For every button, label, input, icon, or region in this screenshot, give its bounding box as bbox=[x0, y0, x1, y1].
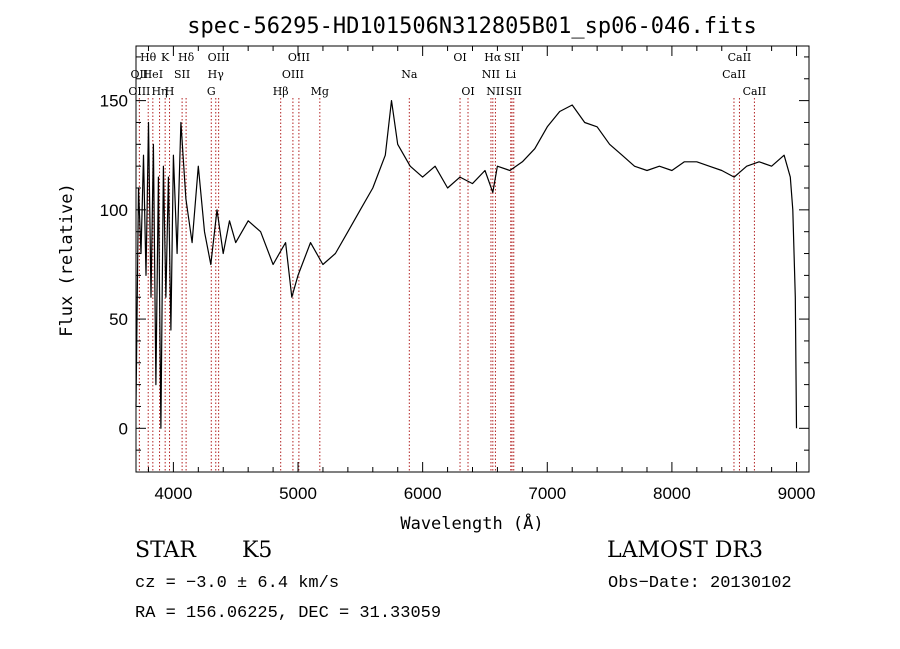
y-tick-label: 150 bbox=[100, 92, 128, 111]
line-label: K bbox=[161, 51, 170, 64]
x-tick-label: 5000 bbox=[279, 484, 317, 503]
line-label: NII bbox=[486, 85, 504, 98]
chart-title: spec-56295-HD101506N312805B01_sp06-046.f… bbox=[187, 14, 757, 39]
line-label: OI bbox=[453, 51, 466, 64]
line-label: CaII bbox=[728, 51, 752, 64]
y-tick-label: 0 bbox=[119, 419, 128, 438]
line-label: Hγ bbox=[208, 68, 225, 81]
line-label: OIII bbox=[208, 51, 230, 64]
line-label: Na bbox=[401, 68, 418, 81]
coordinates-readout: RA = 156.06225, DEC = 31.33059 bbox=[135, 604, 442, 623]
line-label: HeI bbox=[143, 68, 163, 81]
line-label: OIII bbox=[288, 51, 310, 64]
line-label: Hα bbox=[484, 51, 502, 64]
line-label: Hθ bbox=[140, 51, 157, 64]
survey-label: LAMOST DR3 bbox=[607, 538, 763, 563]
line-label: OIII bbox=[282, 68, 304, 81]
line-label: SII bbox=[504, 51, 520, 64]
x-tick-label: 7000 bbox=[528, 484, 566, 503]
x-axis-label: Wavelength (Å) bbox=[400, 512, 543, 534]
line-label: NII bbox=[482, 68, 500, 81]
line-label: OIII bbox=[128, 85, 150, 98]
line-label: OI bbox=[461, 85, 474, 98]
line-label: Hβ bbox=[273, 85, 289, 98]
line-label: SII bbox=[506, 85, 522, 98]
line-label: OII bbox=[131, 68, 149, 81]
line-label: Hδ bbox=[178, 51, 195, 64]
line-label: H bbox=[165, 85, 175, 98]
object-class: STAR bbox=[135, 538, 196, 563]
line-label: Mg bbox=[311, 85, 329, 98]
line-label: G bbox=[207, 85, 216, 98]
line-markers: Hθ OII OIII HeI Hη K H SII Hδ OIII Hγ G Hβ OIII OIII Mg… bbox=[128, 51, 766, 472]
spectrum-series bbox=[135, 100, 798, 429]
x-axis-ticks: 4000 5000 6000 7000 8000 9000 bbox=[147, 46, 816, 503]
plot-frame bbox=[135, 45, 810, 473]
x-tick-label: 4000 bbox=[154, 484, 192, 503]
line-label: Hη bbox=[151, 85, 167, 98]
line-label: CaII bbox=[722, 68, 746, 81]
y-axis-ticks: 0 50 100 150 bbox=[100, 56, 809, 451]
object-subclass: K5 bbox=[242, 538, 273, 563]
x-tick-label: 9000 bbox=[778, 484, 816, 503]
line-label: SII bbox=[174, 68, 190, 81]
x-tick-label: 6000 bbox=[404, 484, 442, 503]
y-axis-label: Flux (relative) bbox=[57, 183, 77, 337]
x-tick-label: 8000 bbox=[653, 484, 691, 503]
redshift-readout: cz = −3.0 ± 6.4 km/s bbox=[135, 574, 340, 593]
line-label: Li bbox=[505, 68, 516, 81]
y-tick-label: 100 bbox=[100, 201, 128, 220]
y-tick-label: 50 bbox=[109, 310, 128, 329]
line-label: CaII bbox=[743, 85, 767, 98]
observation-date: Obs−Date: 20130102 bbox=[608, 574, 792, 593]
